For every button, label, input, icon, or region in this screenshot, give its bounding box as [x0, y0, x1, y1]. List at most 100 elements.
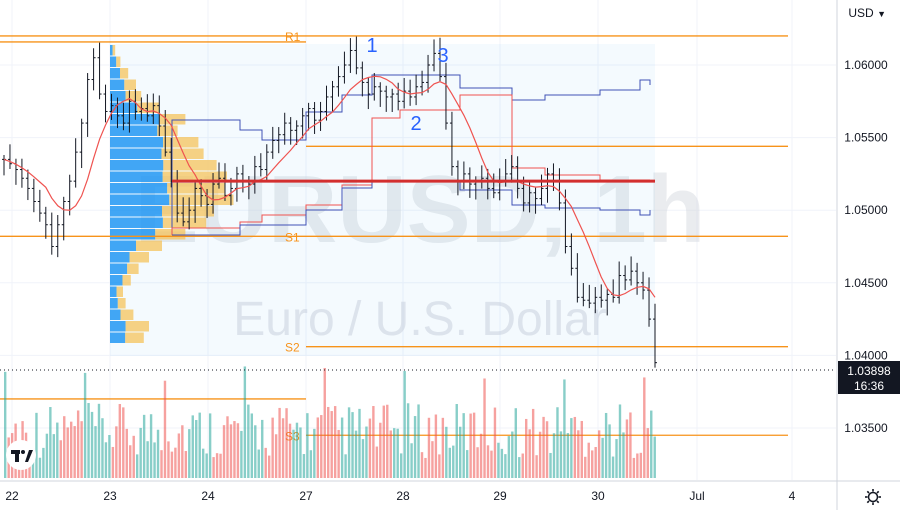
- volume-bar: [535, 455, 538, 478]
- volume-bar: [118, 404, 122, 478]
- volume-bar: [337, 429, 340, 478]
- volume-bar: [465, 450, 469, 478]
- volume-bar: [191, 415, 194, 478]
- volume-bar: [292, 429, 295, 478]
- profile-row-down: [125, 321, 149, 332]
- volume-bar: [333, 406, 337, 478]
- volume-bar: [73, 426, 76, 478]
- volume-bar: [573, 416, 577, 478]
- volume-bar: [368, 418, 372, 478]
- volume-bar: [226, 416, 229, 478]
- time-axis[interactable]: 22 23 24 27 28 29 30 Jul 4: [5, 489, 795, 503]
- volume-bar: [66, 427, 69, 478]
- volume-bar: [611, 456, 615, 478]
- volume-bar: [257, 449, 260, 478]
- volume-bar: [545, 421, 549, 478]
- profile-row-down: [125, 332, 144, 343]
- volume-bar: [410, 443, 413, 478]
- profile-row-down: [124, 79, 136, 90]
- volume-bar: [375, 446, 379, 478]
- last-price-label: 1.03898 16:36: [838, 361, 900, 394]
- settings-icon[interactable]: [864, 488, 882, 506]
- volume-bar: [254, 425, 257, 478]
- volume-bar: [170, 451, 174, 478]
- volume-bar: [351, 412, 354, 478]
- volume-bar: [434, 414, 438, 478]
- volume-bar: [142, 414, 146, 478]
- volume-bar: [35, 412, 38, 478]
- volume-bar: [650, 410, 653, 478]
- profile-row-up: [110, 79, 125, 90]
- volume-bar: [83, 372, 87, 478]
- volume-bar: [347, 407, 351, 478]
- volume-bar: [486, 445, 490, 478]
- volume-bar: [59, 440, 62, 478]
- price-axis[interactable]: 1.06000 1.05500 1.05000 1.04500 1.04000 1.035…: [844, 58, 888, 435]
- volume-bars: [4, 366, 656, 478]
- volume-bar: [448, 447, 451, 478]
- volume-bar: [302, 454, 306, 478]
- volume-bar: [625, 419, 629, 478]
- volume-bar: [445, 426, 448, 478]
- volume-bar: [469, 413, 472, 478]
- volume-bar: [643, 377, 646, 478]
- profile-row-down: [116, 56, 121, 67]
- volume-bar: [146, 441, 149, 478]
- volume-bar: [87, 403, 90, 478]
- volume-bar: [566, 433, 570, 478]
- volume-bar: [122, 407, 125, 478]
- profile-row-up: [110, 309, 121, 320]
- volume-bar: [570, 418, 573, 478]
- profile-row-down: [162, 206, 214, 217]
- volume-bar: [399, 453, 403, 478]
- volume-bar: [56, 422, 59, 478]
- volume-bar: [97, 403, 101, 478]
- volume-bar: [386, 404, 389, 478]
- volume-bar: [139, 427, 142, 478]
- volume-bar: [278, 407, 281, 478]
- volume-bar: [299, 427, 302, 478]
- volume-bar: [184, 451, 188, 478]
- volume-bar: [198, 412, 201, 478]
- volume-bar: [358, 408, 361, 478]
- wave-labels: 1 2 3: [366, 35, 448, 135]
- volume-bar: [500, 448, 504, 478]
- volume-bar: [344, 454, 347, 478]
- volume-bar: [549, 452, 552, 478]
- volume-bar: [174, 447, 177, 478]
- price-tick-label: 1.05000: [844, 203, 888, 217]
- volume-bar: [438, 454, 441, 478]
- time-tick-label: 28: [396, 489, 410, 503]
- profile-row-down: [137, 102, 160, 113]
- volume-bar: [313, 428, 316, 478]
- volume-bar: [629, 412, 632, 478]
- time-tick-label: 22: [5, 489, 19, 503]
- volume-bar: [455, 404, 458, 478]
- volume-bar: [90, 411, 94, 478]
- profile-row-down: [162, 171, 227, 182]
- volume-bar: [420, 452, 424, 478]
- price-tick-label: 1.03500: [844, 421, 888, 435]
- price-tick-label: 1.05500: [844, 131, 888, 145]
- currency-selector[interactable]: USD ▼: [848, 6, 886, 20]
- time-tick-label: 4: [789, 489, 796, 503]
- volume-bar: [507, 436, 511, 478]
- volume-bar: [493, 407, 497, 478]
- volume-bar: [281, 418, 285, 478]
- volume-bar: [587, 442, 590, 478]
- volume-bar: [38, 457, 42, 478]
- volume-bar: [125, 428, 128, 478]
- profile-row-up: [110, 160, 164, 171]
- profile-row-up: [110, 321, 126, 332]
- profile-row-up: [110, 229, 156, 240]
- last-price-value: 1.03898: [847, 364, 891, 378]
- volume-bar: [316, 417, 320, 478]
- volume-bar: [320, 415, 323, 478]
- volume-bar: [195, 420, 198, 478]
- wave-label: 3: [437, 45, 448, 67]
- volume-bar: [563, 379, 566, 478]
- profile-row-down: [161, 148, 204, 159]
- profile-row-down: [116, 286, 123, 297]
- volume-bar: [108, 435, 111, 478]
